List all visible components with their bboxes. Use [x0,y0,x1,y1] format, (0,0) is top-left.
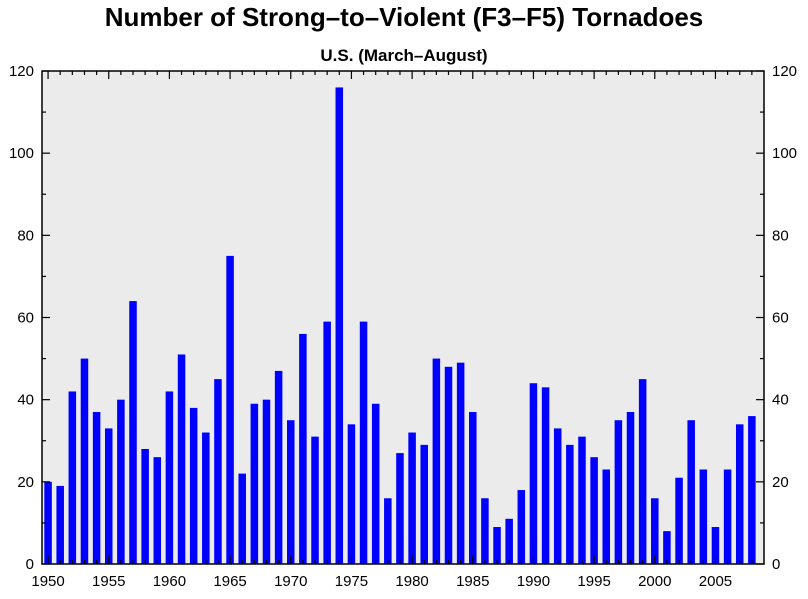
y-tick-label-left: 80 [17,227,34,244]
x-tick-label: 1985 [456,573,489,590]
x-tick-label: 1955 [92,573,125,590]
axes-group: 0 0 20 20 40 40 60 60 80 80 100 100 120 120 1950 1955 19… [9,63,797,590]
bar-1996 [602,469,611,564]
bar-1962 [189,407,198,564]
bar-1990 [529,383,538,564]
chart-title: Number of Strong–to–Violent (F3–F5) Torn… [104,2,704,32]
y-tick-label-right: 100 [772,145,797,162]
bar-1995 [590,457,598,564]
chart-subtitle: U.S. (March–August) [320,46,488,65]
x-tick-label: 2000 [638,573,671,590]
y-tick-label-right: 120 [772,63,797,80]
bar-2004 [699,469,708,564]
bar-2007 [735,424,744,564]
y-tick-label-left: 0 [26,556,34,573]
bars-group [44,87,756,565]
bar-1982 [432,358,441,564]
x-tick-label: 1960 [153,573,186,590]
x-tick-label: 1990 [517,573,550,590]
bar-2005 [711,527,720,564]
bar-1984 [456,362,465,564]
bar-1957 [129,301,137,564]
bar-1993 [566,444,574,564]
bar-1983 [444,366,453,564]
bar-1958 [141,448,149,564]
bar-1992 [553,428,562,564]
y-tick-label-right: 80 [772,227,789,244]
bar-1952 [68,391,77,564]
bar-1960 [165,391,174,564]
bar-1979 [396,453,404,564]
y-tick-label-right: 60 [772,310,789,327]
bar-1978 [384,498,392,564]
bar-1950 [44,481,52,564]
bar-1966 [238,473,246,564]
x-tick-label: 1995 [577,573,610,590]
x-tick-label: 1970 [274,573,307,590]
x-tick-label: 1975 [335,573,368,590]
bar-1971 [299,333,307,564]
bar-1967 [250,403,259,564]
bar-1970 [286,420,295,564]
bar-2006 [723,469,732,564]
bar-1985 [469,411,477,564]
bar-1972 [311,436,319,564]
bar-1980 [408,432,416,564]
y-tick-label-right: 40 [772,392,789,409]
bar-1964 [214,379,222,565]
bar-1975 [347,424,356,564]
bar-1973 [323,321,331,564]
x-tick-label: 1950 [31,573,64,590]
bar-2002 [675,477,683,564]
bar-1968 [262,399,271,564]
bar-1959 [153,457,162,564]
bar-1998 [626,411,635,564]
bar-1961 [177,354,186,564]
bar-1994 [578,436,586,564]
bar-2008 [748,416,756,564]
x-tick-label: 2005 [699,573,732,590]
bar-1951 [56,485,64,564]
bar-1956 [117,399,125,564]
y-tick-label-left: 120 [9,63,34,80]
bar-1997 [614,420,623,564]
bar-1974 [335,87,344,565]
bar-1989 [517,490,526,564]
bar-1987 [493,527,501,564]
bar-1965 [226,255,234,565]
bar-1955 [104,428,113,564]
y-tick-label-right: 20 [772,474,789,491]
bar-1991 [541,387,550,564]
bar-2003 [687,420,695,564]
x-tick-label: 1965 [213,573,246,590]
y-tick-label-left: 100 [9,145,34,162]
y-tick-label-right: 0 [772,556,780,573]
bar-2001 [663,531,671,564]
bar-1953 [80,358,89,564]
bar-1988 [505,518,513,564]
bar-1969 [274,370,283,564]
bar-1976 [359,321,368,564]
bar-1981 [420,444,428,564]
bar-1963 [202,432,210,564]
bar-2000 [651,498,659,564]
bar-1977 [371,403,380,564]
y-tick-label-left: 60 [17,310,34,327]
y-tick-label-left: 20 [17,474,34,491]
y-tick-label-left: 40 [17,392,34,409]
x-tick-label: 1980 [395,573,428,590]
bar-1999 [638,379,647,565]
bar-1986 [481,498,489,564]
bar-1954 [92,411,101,564]
